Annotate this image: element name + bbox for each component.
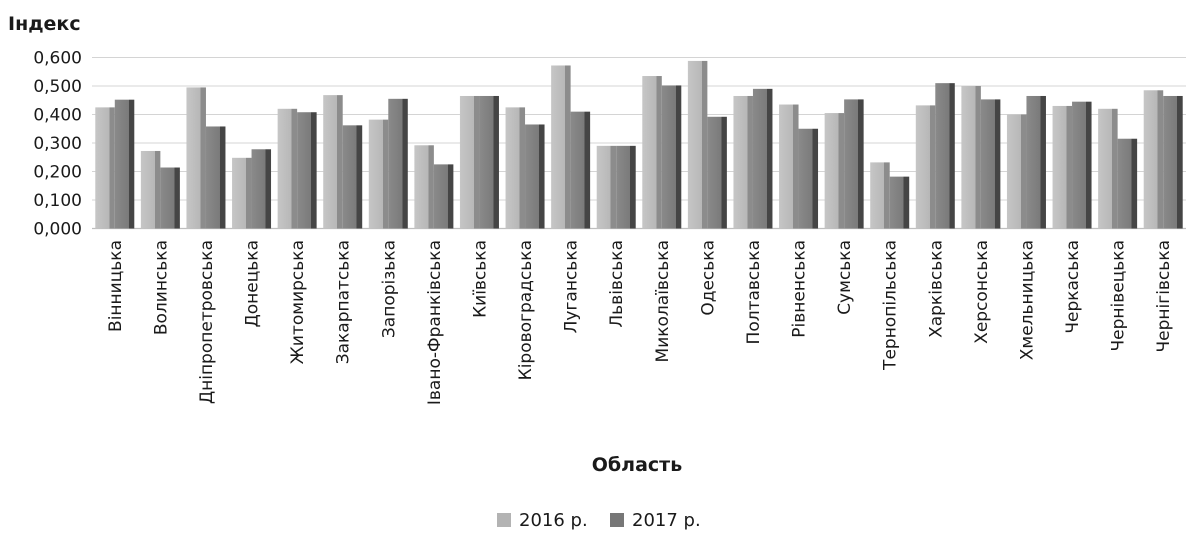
legend-swatch — [610, 513, 624, 527]
bar-2016 — [505, 107, 526, 229]
bar-2017 — [616, 145, 636, 229]
x-axis-title: Область — [592, 454, 682, 476]
legend-label: 2016 р. — [519, 510, 588, 531]
y-tick-label: 0,300 — [33, 134, 82, 154]
x-category-label: Житомирська — [288, 240, 308, 364]
bar-2017 — [752, 88, 773, 229]
x-category-label: Харківська — [926, 240, 946, 338]
bar-2017 — [1117, 138, 1138, 229]
bar-2017 — [1026, 95, 1046, 229]
bar-2016 — [1143, 90, 1164, 229]
y-tick-label: 0,500 — [33, 77, 82, 97]
bar-2017 — [251, 149, 272, 229]
x-category-label: Миколаївська — [653, 240, 673, 362]
bar-2017 — [570, 111, 591, 229]
bar-2017 — [297, 112, 317, 229]
x-category-label: Київська — [470, 240, 490, 318]
bar-2016 — [95, 107, 115, 229]
x-category-label: Рівненська — [790, 240, 810, 338]
legend-label: 2017 р. — [632, 510, 701, 531]
bar-2016 — [824, 113, 845, 229]
y-tick-label: 0,600 — [33, 49, 82, 69]
bar-2016 — [140, 150, 161, 229]
bar-2017 — [114, 99, 135, 229]
bar-2016 — [186, 87, 206, 229]
x-category-label: Донецька — [243, 240, 263, 328]
x-category-label: Хмельницька — [1017, 240, 1037, 360]
bar-2016 — [642, 76, 662, 229]
bar-2016 — [414, 145, 434, 229]
bar-2016 — [232, 157, 252, 229]
bar-2017 — [844, 99, 864, 229]
x-category-labels: Вінницька Волинська Дніпропетровська Донець… — [106, 240, 1174, 405]
y-axis-title: Індекс — [8, 13, 81, 35]
bar-2016 — [551, 65, 571, 229]
bar-2016 — [687, 60, 708, 229]
bar-2017 — [1163, 95, 1183, 229]
x-category-label: Запорізька — [379, 240, 399, 338]
bar-2017 — [798, 128, 819, 229]
bar-2016 — [277, 108, 298, 229]
bar-2016 — [915, 105, 936, 229]
y-tick-label: 0,400 — [33, 106, 82, 126]
x-category-label: Дніпропетровська — [197, 240, 217, 404]
bar-2016 — [779, 104, 799, 229]
bar-2016 — [1006, 114, 1027, 229]
y-tick-label: 0,200 — [33, 163, 82, 183]
bar-2016 — [961, 86, 981, 229]
bar-2016 — [1098, 108, 1118, 229]
bar-2017 — [479, 95, 499, 229]
x-category-label: Черкаська — [1063, 240, 1083, 334]
bar-2017 — [205, 126, 226, 229]
gridlines — [92, 57, 1186, 230]
bar-2016 — [1052, 105, 1073, 229]
y-tick-label: 0,000 — [33, 220, 82, 240]
bar-2016 — [368, 119, 389, 229]
x-category-label: Луганська — [562, 240, 582, 333]
x-category-label: Волинська — [151, 240, 171, 335]
x-category-label: Сумська — [835, 240, 855, 315]
x-category-label: Чернівецька — [1109, 240, 1129, 352]
x-category-label: Львівська — [607, 240, 627, 328]
bar-2017 — [342, 125, 363, 229]
bar-2017 — [1072, 101, 1092, 229]
bar-2017 — [433, 164, 454, 229]
bar-2017 — [525, 124, 545, 229]
bar-2017 — [935, 83, 955, 229]
x-category-label: Івано-Франківська — [425, 240, 445, 405]
bar-2016 — [733, 95, 753, 229]
bars — [95, 60, 1183, 229]
bar-2016 — [323, 95, 343, 229]
x-category-label: Полтавська — [744, 240, 764, 344]
bar-2016 — [459, 95, 480, 229]
bar-2016 — [870, 162, 890, 229]
bar-2017 — [707, 116, 727, 229]
x-category-label: Херсонська — [972, 240, 992, 344]
bar-2017 — [388, 98, 408, 229]
bar-2017 — [661, 85, 682, 229]
x-category-label: Вінницька — [106, 240, 126, 332]
bar-2017 — [889, 176, 910, 229]
x-category-label: Закарпатська — [334, 240, 354, 364]
y-tick-labels: 0,000 0,100 0,200 0,300 0,400 0,500 0,600 — [33, 49, 82, 240]
legend-swatch — [497, 513, 511, 527]
legend: 2016 р. 2017 р. — [497, 510, 701, 531]
bar-2017 — [160, 167, 180, 229]
bar-2016 — [596, 145, 617, 229]
y-tick-label: 0,100 — [33, 191, 82, 211]
x-category-label: Одеська — [698, 240, 718, 316]
x-category-label: Кіровоградська — [516, 240, 536, 380]
bar-2017 — [980, 99, 1001, 229]
x-category-label: Тернопільська — [881, 240, 901, 371]
x-category-label: Чернігівська — [1154, 240, 1174, 352]
